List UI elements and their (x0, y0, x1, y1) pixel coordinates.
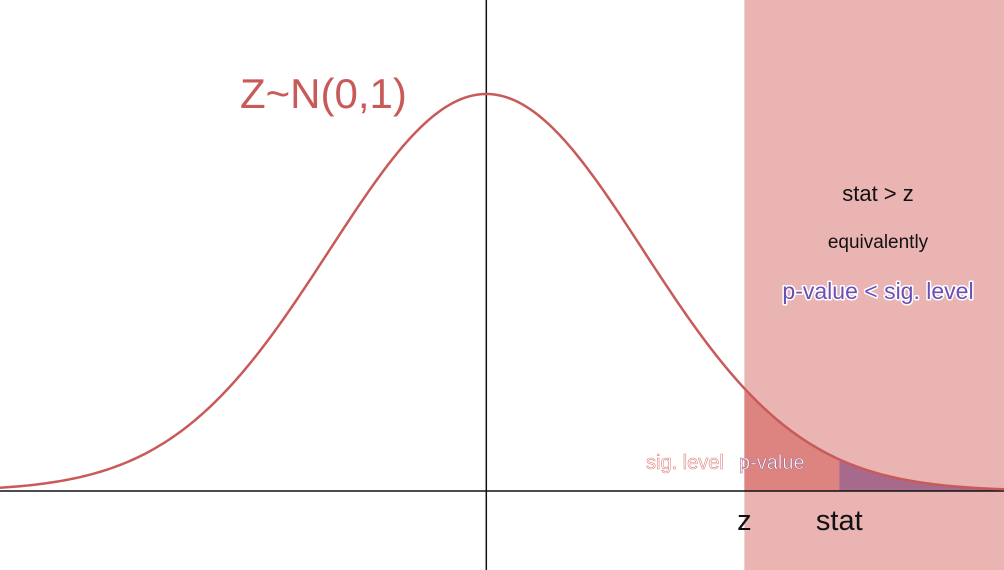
rule-line-pvalue-lt-sig: p-value < sig. level (782, 278, 973, 304)
density-curve (0, 92, 1004, 491)
rule-line-stat-gt-z: stat > z (842, 181, 914, 206)
z-tick-label: z (737, 505, 752, 537)
distribution-label: Z~N(0,1) (240, 70, 407, 117)
p-value-area-label: p-value (739, 452, 805, 474)
p-value-area (839, 459, 1004, 491)
significance-area (744, 388, 840, 491)
rule-line-equivalently: equivalently (828, 232, 929, 253)
stat-tick-label: stat (816, 505, 863, 537)
sig-level-area-label: sig. level (646, 452, 724, 474)
